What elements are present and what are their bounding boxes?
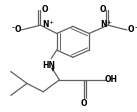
Text: O: O — [128, 25, 134, 34]
Text: O: O — [100, 5, 106, 14]
Text: O: O — [14, 25, 21, 34]
Text: HN: HN — [42, 60, 55, 69]
Text: N: N — [42, 20, 48, 29]
Text: O: O — [81, 98, 88, 107]
Text: -: - — [11, 23, 14, 32]
Text: ▼: ▼ — [51, 65, 55, 70]
Text: +: + — [48, 19, 53, 24]
Text: -: - — [134, 23, 137, 32]
Text: OH: OH — [105, 74, 118, 83]
Text: N: N — [100, 20, 106, 29]
Text: O: O — [42, 5, 48, 14]
Text: +: + — [106, 19, 111, 24]
